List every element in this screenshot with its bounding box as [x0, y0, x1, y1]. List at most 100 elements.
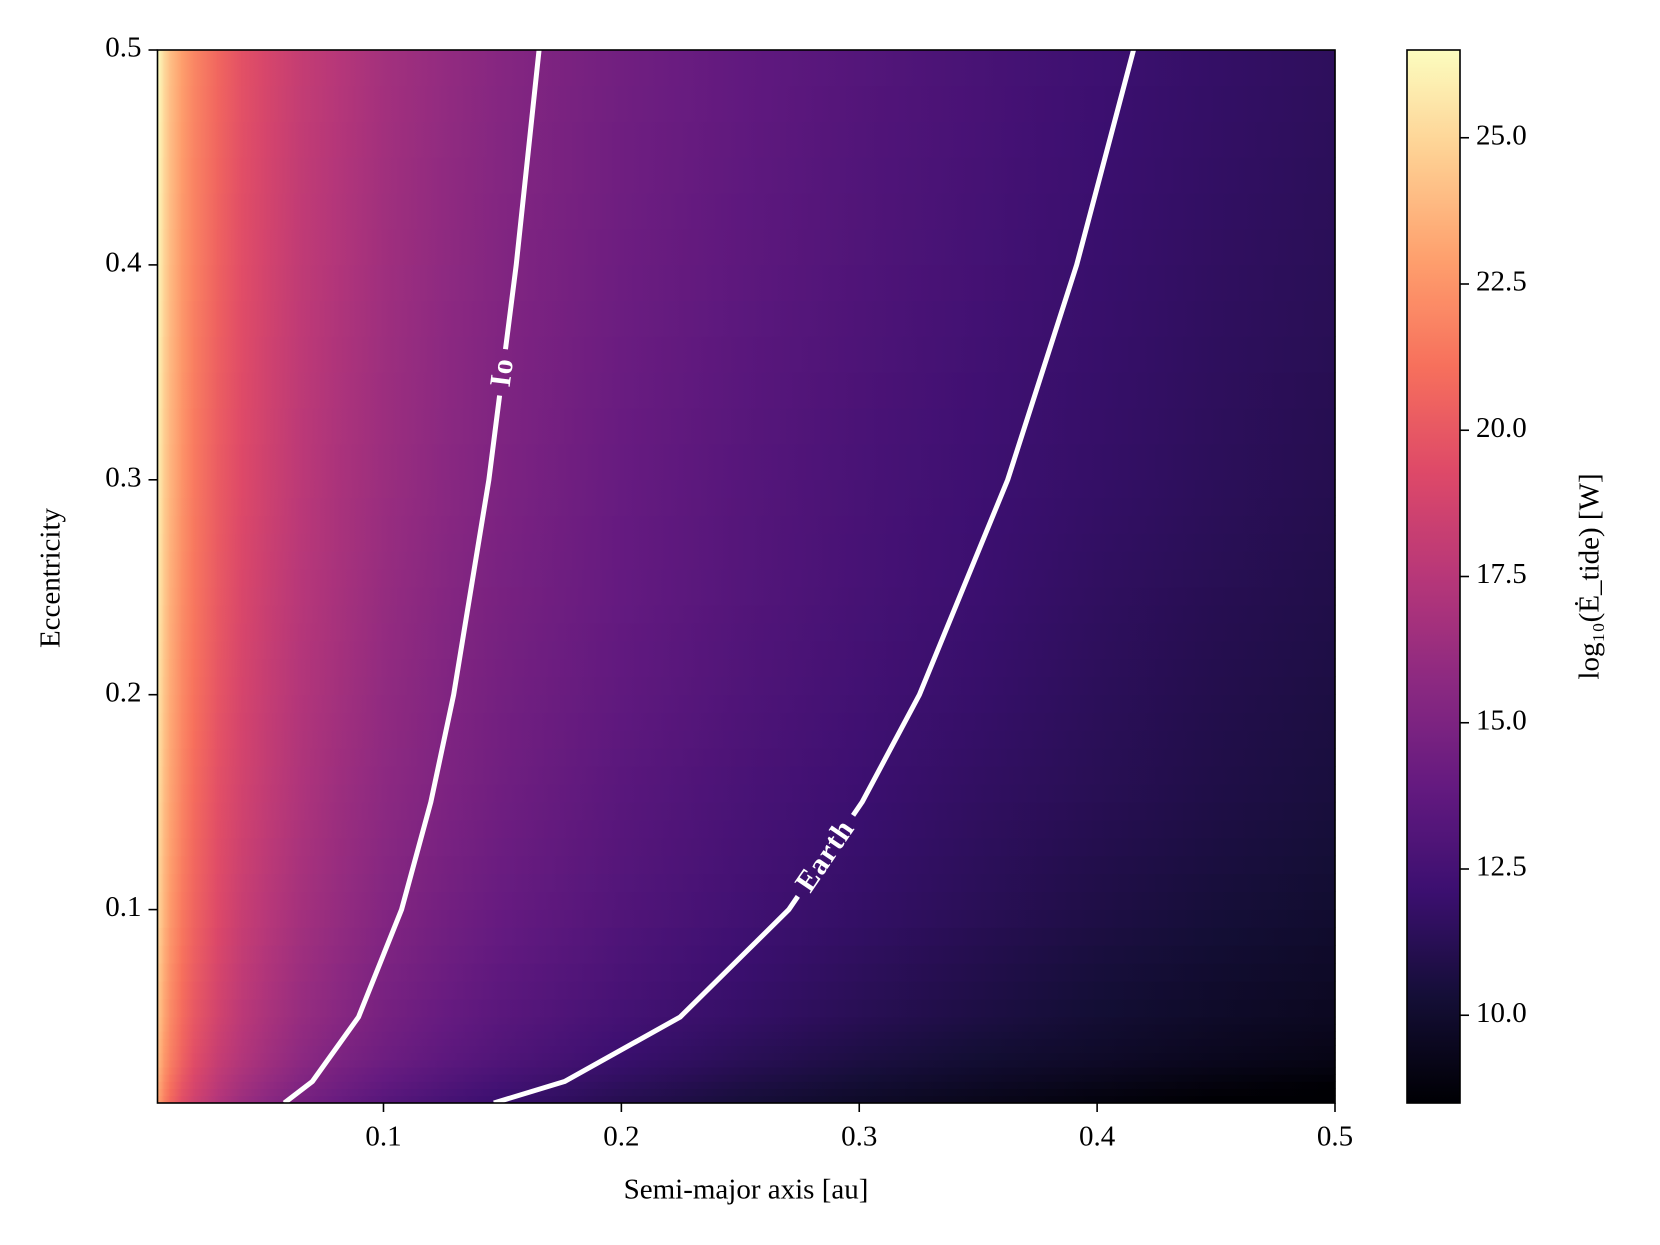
- heatmap-cell: [442, 873, 504, 892]
- colorbar-segment: [1407, 523, 1460, 542]
- heatmap-cell: [169, 1088, 182, 1097]
- heatmap-cell: [193, 228, 218, 266]
- heatmap-cell: [163, 873, 170, 892]
- heatmap-cell: [264, 1031, 301, 1039]
- heatmap-cell: [978, 300, 1098, 337]
- heatmap-cell: [216, 1081, 242, 1089]
- heatmap-cell: [502, 1059, 622, 1068]
- heatmap-cell: [163, 622, 170, 642]
- heatmap-cell: [335, 157, 385, 194]
- heatmap-cell: [442, 730, 504, 749]
- heatmap-cell: [300, 533, 337, 552]
- heatmap-cell: [163, 998, 170, 1018]
- heatmap-cell: [240, 336, 266, 373]
- heatmap-cell: [181, 819, 194, 839]
- heatmap-cell: [978, 604, 1098, 624]
- heatmap-cell: [163, 372, 170, 409]
- heatmap-cell: [978, 1088, 1098, 1097]
- heatmap-cell: [335, 891, 385, 910]
- heatmap-cell: [621, 604, 741, 624]
- heatmap-cell: [335, 676, 385, 695]
- heatmap-cell: [1216, 640, 1336, 660]
- heatmap-cell: [502, 1088, 622, 1097]
- heatmap-cell: [1097, 927, 1217, 946]
- heatmap-cell: [740, 730, 860, 749]
- colorbar-segment: [1407, 576, 1460, 595]
- heatmap-cell: [978, 837, 1098, 857]
- heatmap-cell: [621, 1095, 741, 1104]
- heatmap-cell: [442, 891, 504, 910]
- heatmap-cell: [442, 336, 504, 373]
- colorbar-segment: [1407, 892, 1460, 911]
- heatmap-cell: [300, 891, 337, 910]
- heatmap-cell: [978, 909, 1098, 928]
- heatmap-cell: [740, 1074, 860, 1082]
- heatmap-cell: [1216, 1045, 1336, 1054]
- heatmap-cell: [859, 837, 979, 857]
- heatmap-cell: [300, 748, 337, 767]
- heatmap-cell: [502, 85, 622, 122]
- heatmap-cell: [1097, 228, 1217, 266]
- x-tick-label: 0.1: [365, 1121, 401, 1153]
- heatmap-cell: [383, 730, 444, 749]
- colorbar-label: log₁₀(Ė_tide) [W]: [1574, 473, 1606, 679]
- heatmap-cell: [383, 1038, 444, 1046]
- heatmap-cell: [978, 1052, 1098, 1061]
- heatmap-cell: [442, 980, 504, 1000]
- heatmap-cell: [163, 963, 170, 982]
- colorbar-segment: [1407, 997, 1460, 1016]
- heatmap-cell: [740, 551, 860, 570]
- heatmap-cell: [335, 515, 385, 534]
- heatmap-cell: [193, 121, 218, 158]
- heatmap-cell: [740, 676, 860, 695]
- heatmap-cell: [442, 837, 504, 857]
- heatmap-cell: [1097, 622, 1217, 642]
- heatmap-cell: [1216, 963, 1336, 982]
- heatmap-cell: [169, 909, 182, 928]
- heatmap-cell: [621, 945, 741, 964]
- heatmap-cell: [157, 551, 165, 570]
- heatmap-cell: [621, 300, 741, 337]
- heatmap-cell: [502, 766, 622, 785]
- heatmap-cell: [264, 1038, 301, 1046]
- colorbar-segment: [1407, 962, 1460, 981]
- heatmap-cell: [163, 819, 170, 839]
- heatmap-cell: [859, 407, 979, 445]
- heatmap-cell: [859, 533, 979, 552]
- heatmap-cell: [1097, 1074, 1217, 1082]
- heatmap-cell: [1216, 980, 1336, 1000]
- heatmap-cell: [264, 998, 301, 1018]
- heatmap-cell: [502, 1074, 622, 1082]
- heatmap-cell: [978, 855, 1098, 875]
- heatmap-cell: [240, 891, 266, 910]
- heatmap-cell: [442, 85, 504, 122]
- heatmap-cell: [383, 819, 444, 839]
- heatmap-cell: [264, 694, 301, 713]
- y-tick-label: 0.2: [105, 676, 141, 708]
- heatmap-cell: [300, 694, 337, 713]
- heatmap-cell: [1097, 443, 1217, 481]
- heatmap-cell: [978, 998, 1098, 1018]
- heatmap-cell: [740, 1016, 860, 1025]
- heatmap-cell: [300, 1016, 337, 1025]
- heatmap-cell: [181, 336, 194, 373]
- heatmap-cell: [169, 855, 182, 875]
- heatmap-cell: [740, 1023, 860, 1032]
- heatmap-cell: [383, 873, 444, 892]
- heatmap-cell: [181, 1095, 194, 1104]
- heatmap-cell: [169, 1059, 182, 1068]
- heatmap-cell: [740, 1031, 860, 1039]
- heatmap-cell: [193, 515, 218, 534]
- heatmap-cell: [442, 855, 504, 875]
- heatmap-cell: [163, 658, 170, 678]
- heatmap-cell: [264, 748, 301, 767]
- heatmap-cell: [163, 497, 170, 516]
- colorbar-segment: [1407, 1085, 1460, 1104]
- heatmap-cell: [621, 927, 741, 946]
- heatmap-cell: [163, 533, 170, 552]
- heatmap-cell: [502, 909, 622, 928]
- heatmap-cell: [1216, 443, 1336, 481]
- heatmap-cell: [181, 766, 194, 785]
- heatmap-cell: [383, 1095, 444, 1104]
- heatmap-cell: [240, 998, 266, 1018]
